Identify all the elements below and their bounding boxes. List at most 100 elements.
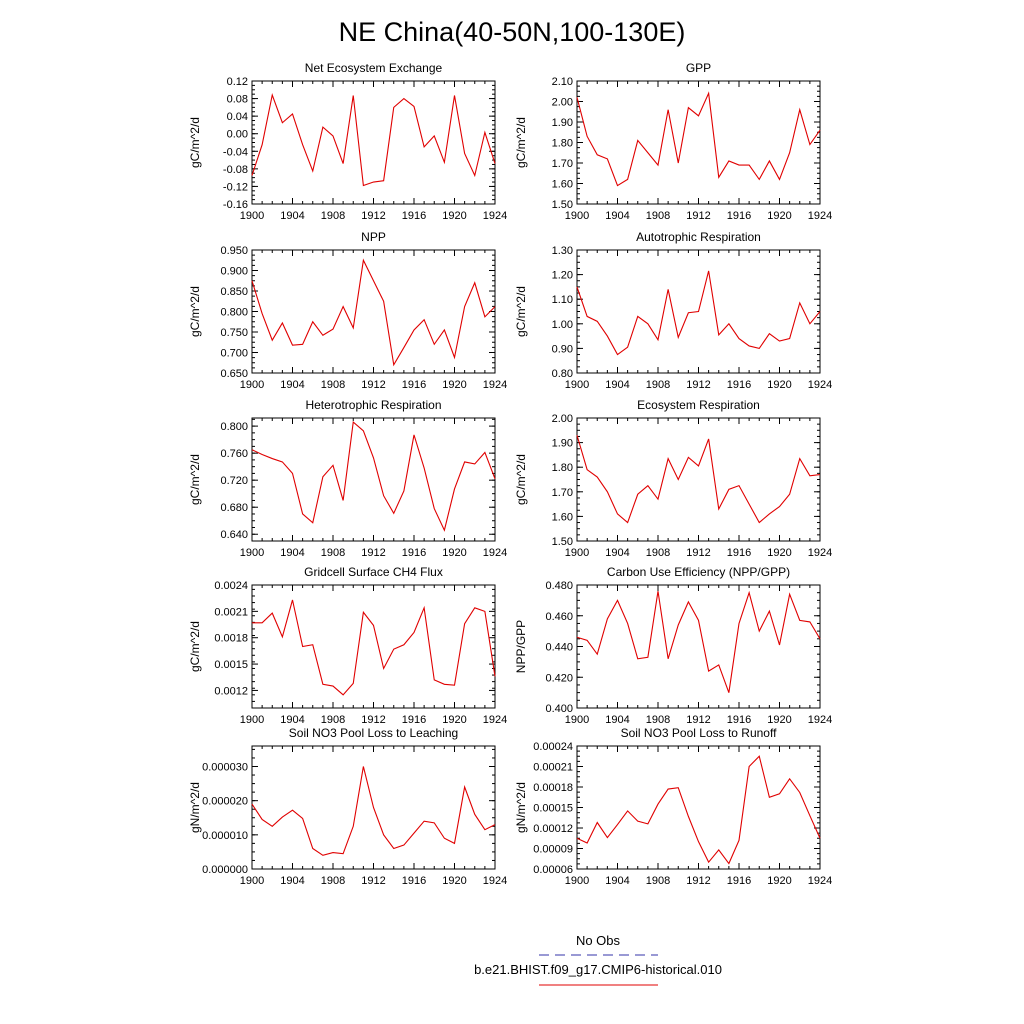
x-tick-label: 1916 [402,210,426,222]
x-tick-label: 1908 [321,714,345,726]
x-tick-label: 1924 [808,714,832,726]
y-axis-label: gC/m^2/d [188,454,202,505]
x-tick-label: 1916 [727,714,751,726]
x-tick-label: 1920 [767,210,791,222]
y-tick-label: 0.0021 [214,606,248,618]
y-tick-label: 0.000010 [202,830,248,842]
y-tick-label: 0.00018 [533,782,573,794]
y-tick-label: 2.00 [552,413,573,425]
x-tick-label: 1900 [565,875,589,887]
x-tick-label: 1924 [808,210,832,222]
panel-title: Ecosystem Respiration [637,398,760,412]
x-tick-label: 1912 [686,210,710,222]
y-tick-label: 1.60 [552,179,573,191]
x-tick-label: 1908 [321,875,345,887]
x-tick-label: 1924 [808,379,832,391]
y-tick-label: -0.12 [223,181,248,193]
y-axis-label: NPP/GPP [514,620,528,673]
y-tick-label: 1.80 [552,462,573,474]
x-tick-label: 1920 [442,875,466,887]
y-axis-label: gC/m^2/d [514,454,528,505]
chart-panels: 1900 1904 1908 1912 1916 1920 1924 -0.16 -0.12 -0… [188,61,832,887]
x-tick-label: 1912 [686,547,710,559]
y-tick-label: 0.08 [227,94,248,106]
y-tick-label: 0.720 [220,475,248,487]
y-axis-label: gC/m^2/d [514,286,528,337]
x-tick-label: 1920 [442,379,466,391]
chart-panel-9: 1900 1904 1908 1912 1916 1920 1924 0.00006 0.000… [514,726,832,887]
chart-panel-4: 1900 1904 1908 1912 1916 1920 1924 0.640 0.680 0.… [188,398,507,559]
x-tick-label: 1916 [402,714,426,726]
panel-title: Heterotrophic Respiration [305,398,441,412]
y-tick-label: 0.650 [220,368,248,380]
series-line [251,766,496,856]
x-tick-label: 1908 [646,714,670,726]
panel-title: NPP [361,230,386,244]
x-tick-label: 1904 [280,547,304,559]
x-tick-label: 1924 [808,875,832,887]
panel-title: Carbon Use Efficiency (NPP/GPP) [607,565,790,579]
x-tick-label: 1908 [321,210,345,222]
y-tick-label: 1.20 [552,270,573,282]
legend-label-model-run: b.e21.BHIST.f09_g17.CMIP6-historical.010 [474,962,722,977]
x-tick-label: 1916 [727,547,751,559]
y-tick-label: 0.00015 [533,803,573,815]
figure-title: NE China(40-50N,100-130E) [339,17,686,47]
panel-title: Net Ecosystem Exchange [305,61,443,75]
x-tick-label: 1912 [361,714,385,726]
series-line [251,258,496,367]
x-tick-label: 1900 [565,210,589,222]
x-tick-label: 1920 [767,875,791,887]
y-tick-label: 0.00006 [533,864,573,876]
y-tick-label: 0.480 [545,580,573,592]
x-tick-label: 1912 [361,547,385,559]
plot-frame [251,249,496,374]
x-tick-label: 1920 [767,379,791,391]
x-tick-label: 1920 [767,547,791,559]
x-tick-label: 1908 [646,875,670,887]
plot-frame [576,584,821,709]
y-tick-label: 0.440 [545,642,573,654]
series-line [576,91,821,187]
y-tick-label: 0.0015 [214,659,248,671]
y-tick-label: 2.10 [552,76,573,88]
y-axis-label: gC/m^2/d [188,286,202,337]
y-tick-label: 0.80 [552,368,573,380]
y-tick-label: 2.00 [552,97,573,109]
y-tick-label: 0.0018 [214,633,248,645]
y-tick-label: 0.00024 [533,741,573,753]
x-tick-label: 1904 [605,547,629,559]
x-tick-label: 1904 [280,714,304,726]
y-tick-label: 0.00009 [533,844,573,856]
chart-panel-5: 1900 1904 1908 1912 1916 1920 1924 1.50 1.60 1.70… [514,398,832,559]
x-tick-label: 1904 [605,714,629,726]
x-tick-label: 1904 [280,379,304,391]
y-axis-label: gC/m^2/d [514,117,528,168]
x-tick-label: 1912 [686,379,710,391]
y-tick-label: 0.000000 [202,864,248,876]
y-tick-label: 0.760 [220,448,248,460]
x-tick-label: 1900 [565,714,589,726]
y-tick-label: 0.800 [220,307,248,319]
series-line [576,590,821,693]
series-line [251,93,496,187]
y-tick-label: 1.50 [552,536,573,548]
x-tick-label: 1920 [442,714,466,726]
x-tick-label: 1900 [240,714,264,726]
chart-panel-8: 1900 1904 1908 1912 1916 1920 1924 0.000000 0.00… [188,726,507,887]
y-tick-label: 0.640 [220,529,248,541]
x-tick-label: 1912 [686,875,710,887]
x-tick-label: 1916 [402,875,426,887]
x-tick-label: 1920 [442,547,466,559]
y-tick-label: 1.30 [552,245,573,257]
y-tick-label: 0.900 [220,266,248,278]
y-axis-label: gC/m^2/d [188,621,202,672]
y-tick-label: 0.0012 [214,685,248,697]
chart-panel-0: 1900 1904 1908 1912 1916 1920 1924 -0.16 -0.12 -0… [188,61,507,222]
series-line [576,755,821,865]
x-tick-label: 1900 [240,379,264,391]
x-tick-label: 1920 [442,210,466,222]
x-tick-label: 1916 [727,379,751,391]
y-tick-label: 0.950 [220,245,248,257]
